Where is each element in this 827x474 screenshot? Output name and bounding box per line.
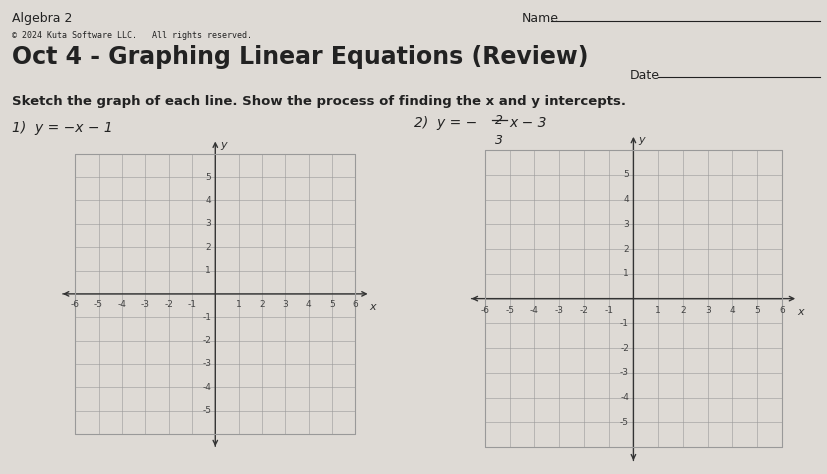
Text: -3: -3 bbox=[202, 359, 211, 368]
Text: 3: 3 bbox=[623, 220, 629, 229]
Text: 4: 4 bbox=[623, 195, 629, 204]
Text: -5: -5 bbox=[619, 418, 629, 427]
Text: -4: -4 bbox=[202, 383, 211, 392]
Text: -2: -2 bbox=[619, 344, 629, 353]
Text: 5: 5 bbox=[623, 170, 629, 179]
Text: 6: 6 bbox=[352, 301, 358, 310]
Bar bbox=[485, 150, 781, 447]
Text: -6: -6 bbox=[70, 301, 79, 310]
Text: x: x bbox=[369, 302, 375, 312]
Text: -5: -5 bbox=[504, 306, 514, 315]
Text: -2: -2 bbox=[579, 306, 588, 315]
Text: 1)  y = −x − 1: 1) y = −x − 1 bbox=[12, 121, 113, 135]
Text: Oct 4 - Graphing Linear Equations (Review): Oct 4 - Graphing Linear Equations (Revie… bbox=[12, 45, 588, 69]
Bar bbox=[75, 154, 355, 434]
Text: 3: 3 bbox=[282, 301, 288, 310]
Text: -2: -2 bbox=[202, 336, 211, 345]
Text: 2: 2 bbox=[259, 301, 265, 310]
Text: 2: 2 bbox=[623, 245, 629, 254]
Text: 4: 4 bbox=[205, 196, 211, 205]
Text: 2)  y = −: 2) y = − bbox=[414, 116, 476, 130]
Text: 3: 3 bbox=[205, 219, 211, 228]
Text: 3: 3 bbox=[704, 306, 710, 315]
Text: -4: -4 bbox=[529, 306, 538, 315]
Text: 1: 1 bbox=[236, 301, 241, 310]
Text: -4: -4 bbox=[117, 301, 127, 310]
Text: -1: -1 bbox=[202, 313, 211, 322]
Text: -1: -1 bbox=[604, 306, 613, 315]
Text: 5: 5 bbox=[753, 306, 759, 315]
Text: 3: 3 bbox=[495, 134, 503, 147]
Text: y: y bbox=[220, 140, 227, 150]
Text: 2: 2 bbox=[679, 306, 685, 315]
Text: 2: 2 bbox=[205, 243, 211, 252]
Text: Date: Date bbox=[629, 69, 658, 82]
Text: 1: 1 bbox=[623, 269, 629, 278]
Text: 4: 4 bbox=[305, 301, 311, 310]
Text: -5: -5 bbox=[94, 301, 103, 310]
Text: x: x bbox=[796, 307, 802, 317]
Text: -4: -4 bbox=[619, 393, 629, 402]
Text: Name: Name bbox=[521, 12, 558, 25]
Text: -6: -6 bbox=[480, 306, 489, 315]
Text: 6: 6 bbox=[778, 306, 784, 315]
Text: -3: -3 bbox=[554, 306, 563, 315]
Text: x − 3: x − 3 bbox=[509, 116, 546, 130]
Text: 1: 1 bbox=[654, 306, 660, 315]
Text: © 2024 Kuta Software LLC.   All rights reserved.: © 2024 Kuta Software LLC. All rights res… bbox=[12, 31, 252, 40]
Text: 2: 2 bbox=[495, 114, 503, 127]
Text: Sketch the graph of each line. Show the process of finding the x and y intercept: Sketch the graph of each line. Show the … bbox=[12, 95, 626, 108]
Text: -3: -3 bbox=[619, 368, 629, 377]
Text: -1: -1 bbox=[187, 301, 196, 310]
Text: Algebra 2: Algebra 2 bbox=[12, 12, 73, 25]
Text: 1: 1 bbox=[205, 266, 211, 275]
Text: -5: -5 bbox=[202, 406, 211, 415]
Text: 5: 5 bbox=[205, 173, 211, 182]
Text: 4: 4 bbox=[729, 306, 734, 315]
Text: -1: -1 bbox=[619, 319, 629, 328]
Text: -3: -3 bbox=[141, 301, 150, 310]
Text: 5: 5 bbox=[329, 301, 334, 310]
Text: -2: -2 bbox=[164, 301, 173, 310]
Text: y: y bbox=[638, 135, 644, 145]
